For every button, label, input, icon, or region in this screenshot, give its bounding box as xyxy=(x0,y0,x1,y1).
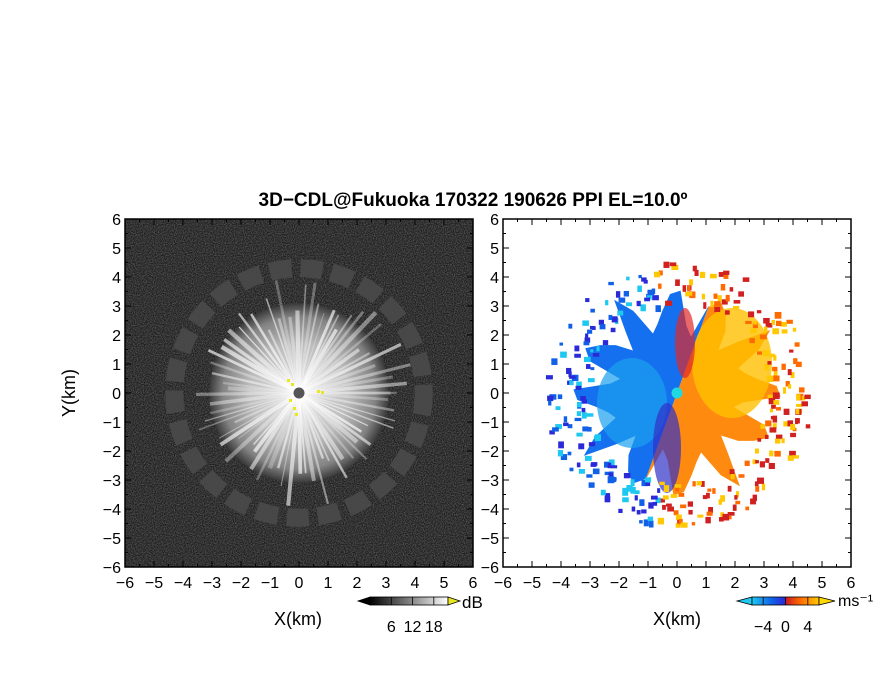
x-tick-label: −4 xyxy=(174,575,192,592)
y-tick-label: −5 xyxy=(481,531,499,548)
velocity-panel: −6 −5 −4 −3 −2 −1 0 1 2 3 4 5 6 6 5 4 3 2 1 0 −1 −2 −3 −4 −5 −6 X… xyxy=(481,212,856,629)
velocity-axes: −6 −5 −4 −3 −2 −1 0 1 2 3 4 5 6 6 5 4 3 2 1 0 −1 −2 −3 −4 −5 −6 xyxy=(481,212,856,592)
velocity-echo xyxy=(573,290,781,496)
colorbar-tick-label: 12 xyxy=(404,619,422,636)
x-tick-label: 6 xyxy=(469,575,478,592)
y-tick-label: −4 xyxy=(481,502,499,519)
y-tick-label: 4 xyxy=(112,270,121,287)
reflectivity-y-label: Y(km) xyxy=(59,369,79,417)
y-tick-label: 4 xyxy=(490,270,499,287)
y-tick-label: 0 xyxy=(490,386,499,403)
x-tick-label: −5 xyxy=(145,575,163,592)
colorbar-tick-label: 4 xyxy=(803,619,812,636)
y-tick-label: 5 xyxy=(490,241,499,258)
x-tick-label: 0 xyxy=(295,575,304,592)
y-tick-label: −1 xyxy=(481,415,499,432)
y-tick-label: −2 xyxy=(481,444,499,461)
reflectivity-x-label: X(km) xyxy=(274,609,322,629)
colorbar-tick-label: −4 xyxy=(754,619,772,636)
x-tick-label: 3 xyxy=(382,575,391,592)
reflectivity-colorbar-label: dB xyxy=(462,593,483,612)
y-tick-label: −4 xyxy=(103,502,121,519)
reflectivity-colorbar-ticks: 6 12 18 xyxy=(387,597,443,636)
y-tick-label: 0 xyxy=(112,386,121,403)
y-tick-label: 6 xyxy=(112,212,121,229)
velocity-x-label: X(km) xyxy=(653,609,701,629)
y-tick-label: 3 xyxy=(112,299,121,316)
figure-title: 3D−CDL@Fukuoka 170322 190626 PPI EL=10.0… xyxy=(259,190,688,211)
x-tick-label: −2 xyxy=(232,575,250,592)
x-tick-label: −2 xyxy=(610,575,628,592)
y-tick-label: −1 xyxy=(103,415,121,432)
velocity-colorbar-label: ms⁻¹ xyxy=(838,593,873,610)
x-tick-label: −5 xyxy=(523,575,541,592)
x-tick-label: 0 xyxy=(673,575,682,592)
radar-site-marker xyxy=(293,387,305,399)
reflectivity-axes: −6 −5 −4 −3 −2 −1 0 1 2 3 4 5 6 6 5 4 3 2 1 0 −1 −2 −3 −4 −5 −6 xyxy=(103,212,478,592)
velocity-colorbar-ticks: −4 0 4 xyxy=(754,597,812,636)
velocity-speckle xyxy=(545,261,811,528)
y-tick-label: −6 xyxy=(103,560,121,577)
x-tick-label: 1 xyxy=(324,575,333,592)
x-tick-label: 2 xyxy=(353,575,362,592)
x-tick-label: 1 xyxy=(702,575,711,592)
y-tick-label: −5 xyxy=(103,531,121,548)
velocity-field xyxy=(503,219,851,567)
x-tick-label: −6 xyxy=(494,575,512,592)
x-tick-label: 4 xyxy=(789,575,798,592)
colorbar-tick-label: 6 xyxy=(387,619,396,636)
velocity-colorbar: −4 0 4 ms⁻¹ xyxy=(735,593,873,636)
x-tick-label: 2 xyxy=(731,575,740,592)
x-tick-label: −6 xyxy=(116,575,134,592)
y-tick-label: 2 xyxy=(112,328,121,345)
outer-echo-ring xyxy=(165,259,433,527)
radar-site-marker-velocity xyxy=(671,387,683,399)
y-tick-label: −3 xyxy=(103,473,121,490)
x-tick-label: 3 xyxy=(760,575,769,592)
y-tick-label: 5 xyxy=(112,241,121,258)
y-tick-label: 1 xyxy=(490,357,499,374)
reflectivity-field xyxy=(125,219,473,567)
x-tick-label: 5 xyxy=(818,575,827,592)
x-tick-label: −1 xyxy=(639,575,657,592)
y-tick-label: 3 xyxy=(490,299,499,316)
y-tick-label: −3 xyxy=(481,473,499,490)
colorbar-tick-label: 0 xyxy=(781,619,790,636)
echo-rays xyxy=(196,280,411,506)
y-tick-label: −2 xyxy=(103,444,121,461)
overflow-marks xyxy=(287,379,324,416)
y-tick-label: 6 xyxy=(490,212,499,229)
y-tick-label: 1 xyxy=(112,357,121,374)
reflectivity-colorbar: 6 12 18 dB xyxy=(356,593,483,636)
colorbar-tick-label: 18 xyxy=(425,619,443,636)
x-tick-label: 6 xyxy=(847,575,856,592)
x-tick-label: −3 xyxy=(203,575,221,592)
x-tick-label: 5 xyxy=(440,575,449,592)
y-tick-label: −6 xyxy=(481,560,499,577)
x-tick-label: −4 xyxy=(552,575,570,592)
x-tick-label: 4 xyxy=(411,575,420,592)
y-tick-label: 2 xyxy=(490,328,499,345)
reflectivity-panel: −6 −5 −4 −3 −2 −1 0 1 2 3 4 5 6 6 5 4 3 2 1 0 −1 −2 −3 −4 −5 −6 X… xyxy=(59,212,478,629)
x-tick-label: −3 xyxy=(581,575,599,592)
x-tick-label: −1 xyxy=(261,575,279,592)
